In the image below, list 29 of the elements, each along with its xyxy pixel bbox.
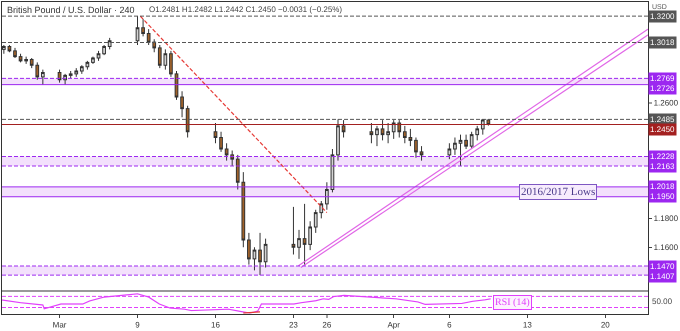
chart-subtitle: O1.2481 H1.2482 L1.2442 C1.2450 −0.0031 (−0.25%) <box>149 5 342 14</box>
ref-line-label: 1.2485 <box>650 115 676 124</box>
ref-line-label: 1.2228 <box>650 152 676 161</box>
y-tick-label: 1.2600 <box>654 98 679 108</box>
band-label: 2016/2017 Lows <box>521 186 596 198</box>
ref-line-label: 1.2769 <box>650 74 676 83</box>
x-tick-label: 6 <box>447 320 452 330</box>
x-tick-label: 20 <box>600 320 610 330</box>
ref-line-label: 1.1407 <box>650 272 676 281</box>
x-tick-label: Mar <box>52 320 67 330</box>
ref-line-label: 1.1470 <box>650 262 676 271</box>
ref-line-label: 1.2163 <box>650 162 676 171</box>
ref-line-label: 1.2450 <box>650 125 676 134</box>
ref-line-label: 1.2018 <box>650 182 676 191</box>
ref-line-label: 1.3200 <box>650 12 676 21</box>
x-tick-label: 23 <box>288 320 298 330</box>
y-tick-label: 1.1800 <box>654 214 679 224</box>
text: 50.00 <box>652 297 673 306</box>
x-tick-label: 9 <box>135 320 140 330</box>
ref-line-label: 1.1950 <box>650 192 676 201</box>
x-tick-label: 16 <box>211 320 220 330</box>
x-tick-label: 13 <box>522 320 532 330</box>
x-tick-label: 26 <box>322 320 332 330</box>
ref-line-label: 1.3018 <box>650 38 676 47</box>
y-tick-label: 1.1600 <box>654 243 679 252</box>
annotation: RSI (14) <box>495 297 530 308</box>
chart-title: British Pound / U.S. Dollar · 240 <box>7 5 135 15</box>
ref-line-label: 1.2726 <box>650 84 676 93</box>
x-tick-label: Apr <box>387 320 400 330</box>
